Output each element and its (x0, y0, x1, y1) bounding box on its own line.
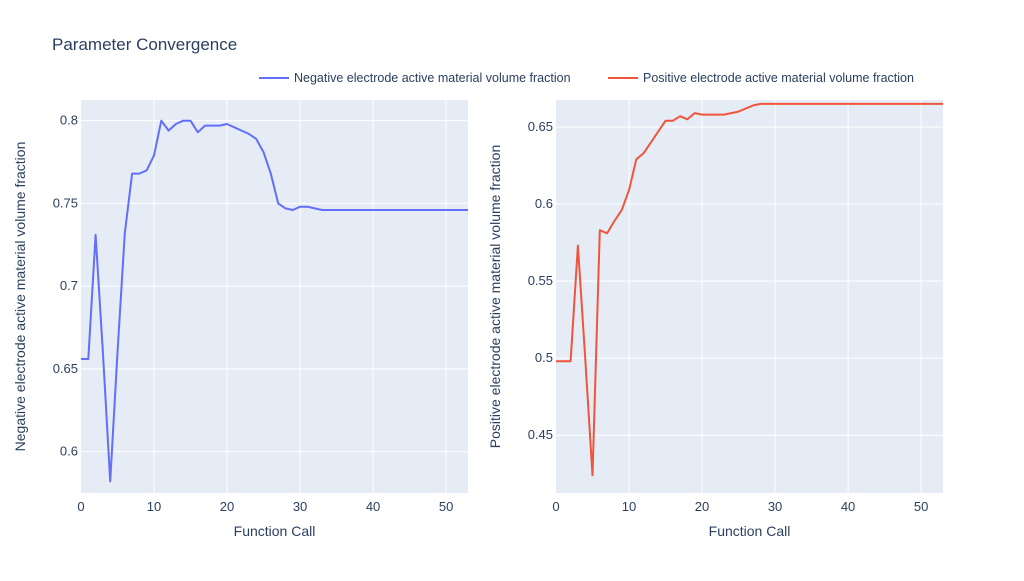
legend-item: Negative electrode active material volum… (259, 71, 571, 85)
y-tick-label: 0.8 (60, 113, 78, 128)
y-tick-label: 0.75 (53, 195, 78, 210)
y-axis-title: Positive electrode active material volum… (487, 145, 503, 448)
x-tick-label: 50 (914, 499, 928, 514)
chart-title: Parameter Convergence (52, 35, 237, 54)
subplot-positive-electrode: 0 10 20 30 40 50 0.45 0.5 0.55 0.6 0.65 Function Ca… (487, 100, 943, 539)
x-axis-title: Function Call (234, 523, 316, 539)
y-tick-label: 0.55 (528, 273, 553, 288)
y-tick-label: 0.5 (535, 350, 553, 365)
plot-background (556, 100, 943, 493)
y-tick-label: 0.6 (60, 444, 78, 459)
legend-item: Positive electrode active material volum… (608, 71, 914, 85)
series-line-negative (81, 119, 468, 483)
x-tick-label: 10 (622, 499, 636, 514)
x-tick-label: 30 (768, 499, 782, 514)
plot-background (81, 100, 468, 493)
y-axis-title: Negative electrode active material volum… (12, 142, 28, 452)
x-axis-title: Function Call (709, 523, 791, 539)
series-line-positive (556, 102, 943, 477)
y-tick-label: 0.45 (528, 427, 553, 442)
x-tick-label: 50 (439, 499, 453, 514)
x-tick-label: 30 (293, 499, 307, 514)
x-tick-label: 0 (77, 499, 84, 514)
x-tick-label: 10 (147, 499, 161, 514)
y-tick-label: 0.65 (528, 119, 553, 134)
y-tick-label: 0.7 (60, 278, 78, 293)
x-tick-label: 40 (841, 499, 855, 514)
x-tick-label: 20 (220, 499, 234, 514)
x-tick-label: 20 (695, 499, 709, 514)
legend-label: Positive electrode active material volum… (643, 71, 914, 85)
x-tick-label: 40 (366, 499, 380, 514)
legend: Negative electrode active material volum… (259, 71, 914, 85)
x-tick-label: 0 (552, 499, 559, 514)
subplot-negative-electrode: 0 10 20 30 40 50 0.6 0.65 0.7 0.75 0.8 Function Cal… (12, 100, 468, 539)
y-tick-label: 0.65 (53, 361, 78, 376)
legend-label: Negative electrode active material volum… (294, 71, 571, 85)
y-tick-label: 0.6 (535, 196, 553, 211)
legend-items: Negative electrode active material volum… (259, 71, 914, 85)
